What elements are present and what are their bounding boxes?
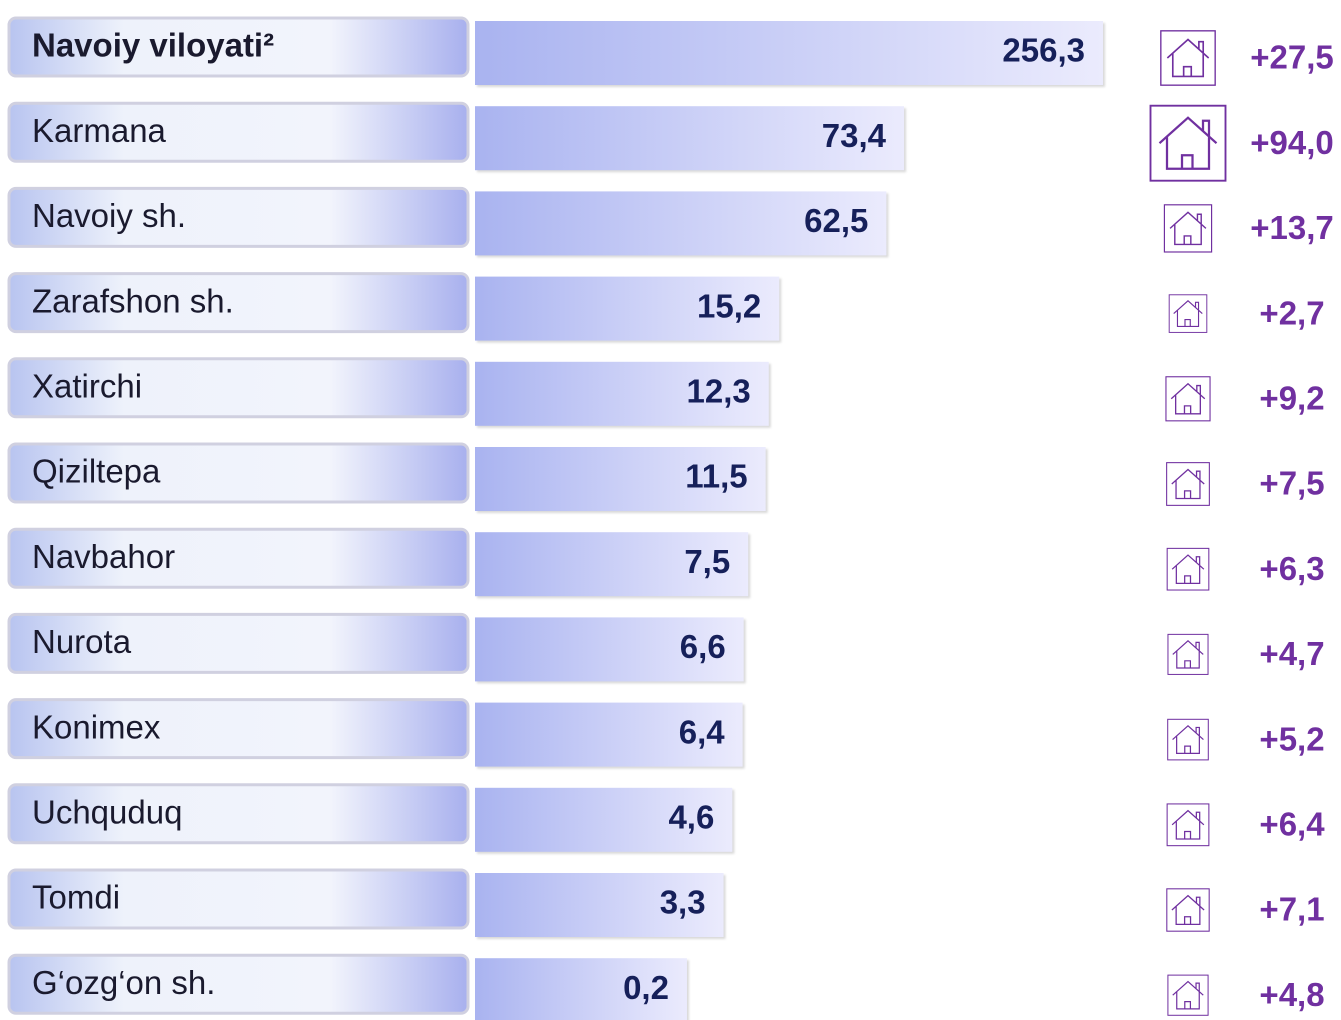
house-icon [1166, 462, 1210, 506]
bar [475, 361, 769, 426]
house-icon [1165, 376, 1211, 422]
category-label: Navbahor [32, 538, 175, 575]
change-label: +4,8 [1259, 976, 1324, 1013]
bar [475, 447, 766, 511]
value-label: 3,3 [660, 884, 706, 921]
house [1172, 980, 1204, 1010]
house-icon [1166, 888, 1210, 932]
house-icon [1168, 294, 1208, 333]
house-icon [1160, 30, 1216, 86]
value-label: 73,4 [822, 117, 887, 154]
category-box [7, 186, 470, 248]
category-label: Konimex [32, 708, 161, 745]
house [1172, 724, 1204, 755]
change-label: +5,2 [1259, 720, 1324, 757]
category-label: Navoiy viloyati² [32, 27, 274, 64]
house [1170, 382, 1206, 415]
value-label: 6,4 [679, 713, 726, 750]
value-label: 256,3 [1002, 32, 1085, 69]
bar [475, 532, 749, 597]
house-icon [1167, 974, 1209, 1016]
category-label: Navoiy sh. [32, 197, 186, 234]
house [1158, 116, 1218, 170]
value-label: 4,6 [668, 799, 714, 836]
house [1171, 554, 1205, 584]
category-box [7, 698, 470, 760]
bar [475, 21, 1103, 85]
bar [475, 958, 687, 1020]
change-label: +2,7 [1259, 294, 1324, 331]
change-label: +27,5 [1250, 39, 1334, 76]
change-label: +4,7 [1259, 635, 1324, 672]
change-label: +9,2 [1259, 380, 1324, 417]
value-label: 12,3 [687, 373, 751, 410]
house-icon [1167, 718, 1209, 761]
change-label: +7,5 [1259, 465, 1324, 502]
category-box [7, 612, 470, 674]
house-icon [1149, 104, 1227, 182]
house [1171, 468, 1205, 500]
value-label: 11,5 [685, 458, 747, 495]
category-box [7, 357, 470, 419]
value-label: 7,5 [684, 543, 730, 580]
house-icon [1166, 803, 1210, 847]
bar [475, 873, 724, 937]
change-label: +94,0 [1250, 124, 1334, 161]
category-label: Qiziltepa [32, 453, 161, 490]
bar [475, 787, 733, 852]
category-box [7, 272, 470, 334]
category-box [7, 442, 470, 504]
category-label: G‘ozg‘on sh. [32, 964, 215, 1001]
value-label: 15,2 [697, 287, 761, 324]
bar [475, 702, 743, 767]
house [1171, 894, 1205, 926]
category-label: Xatirchi [32, 368, 142, 405]
house [1169, 211, 1207, 246]
value-label: 62,5 [804, 202, 868, 239]
change-label: +6,4 [1259, 806, 1325, 843]
house [1166, 38, 1210, 78]
house-icon [1166, 547, 1210, 591]
category-box [7, 783, 470, 845]
category-label: Zarafshon sh. [32, 282, 234, 319]
house [1173, 300, 1203, 327]
bar [475, 191, 887, 256]
category-box [7, 527, 470, 589]
bar [475, 276, 780, 341]
category-label: Karmana [32, 112, 167, 149]
change-label: +7,1 [1259, 891, 1324, 928]
house-icon [1163, 204, 1213, 253]
category-box [7, 868, 470, 930]
house [1171, 809, 1205, 840]
category-label: Tomdi [32, 879, 120, 916]
category-box [7, 101, 470, 163]
change-label: +6,3 [1259, 550, 1324, 587]
house-icon [1167, 633, 1209, 675]
value-label: 6,6 [680, 628, 726, 665]
change-label: +13,7 [1250, 209, 1334, 246]
category-box [7, 16, 470, 78]
bar [475, 106, 905, 171]
bar [475, 617, 744, 682]
value-label: 0,2 [623, 969, 669, 1006]
house [1172, 639, 1204, 669]
category-label: Nurota [32, 623, 132, 660]
category-box [7, 953, 470, 1015]
category-label: Uchquduq [32, 794, 182, 831]
